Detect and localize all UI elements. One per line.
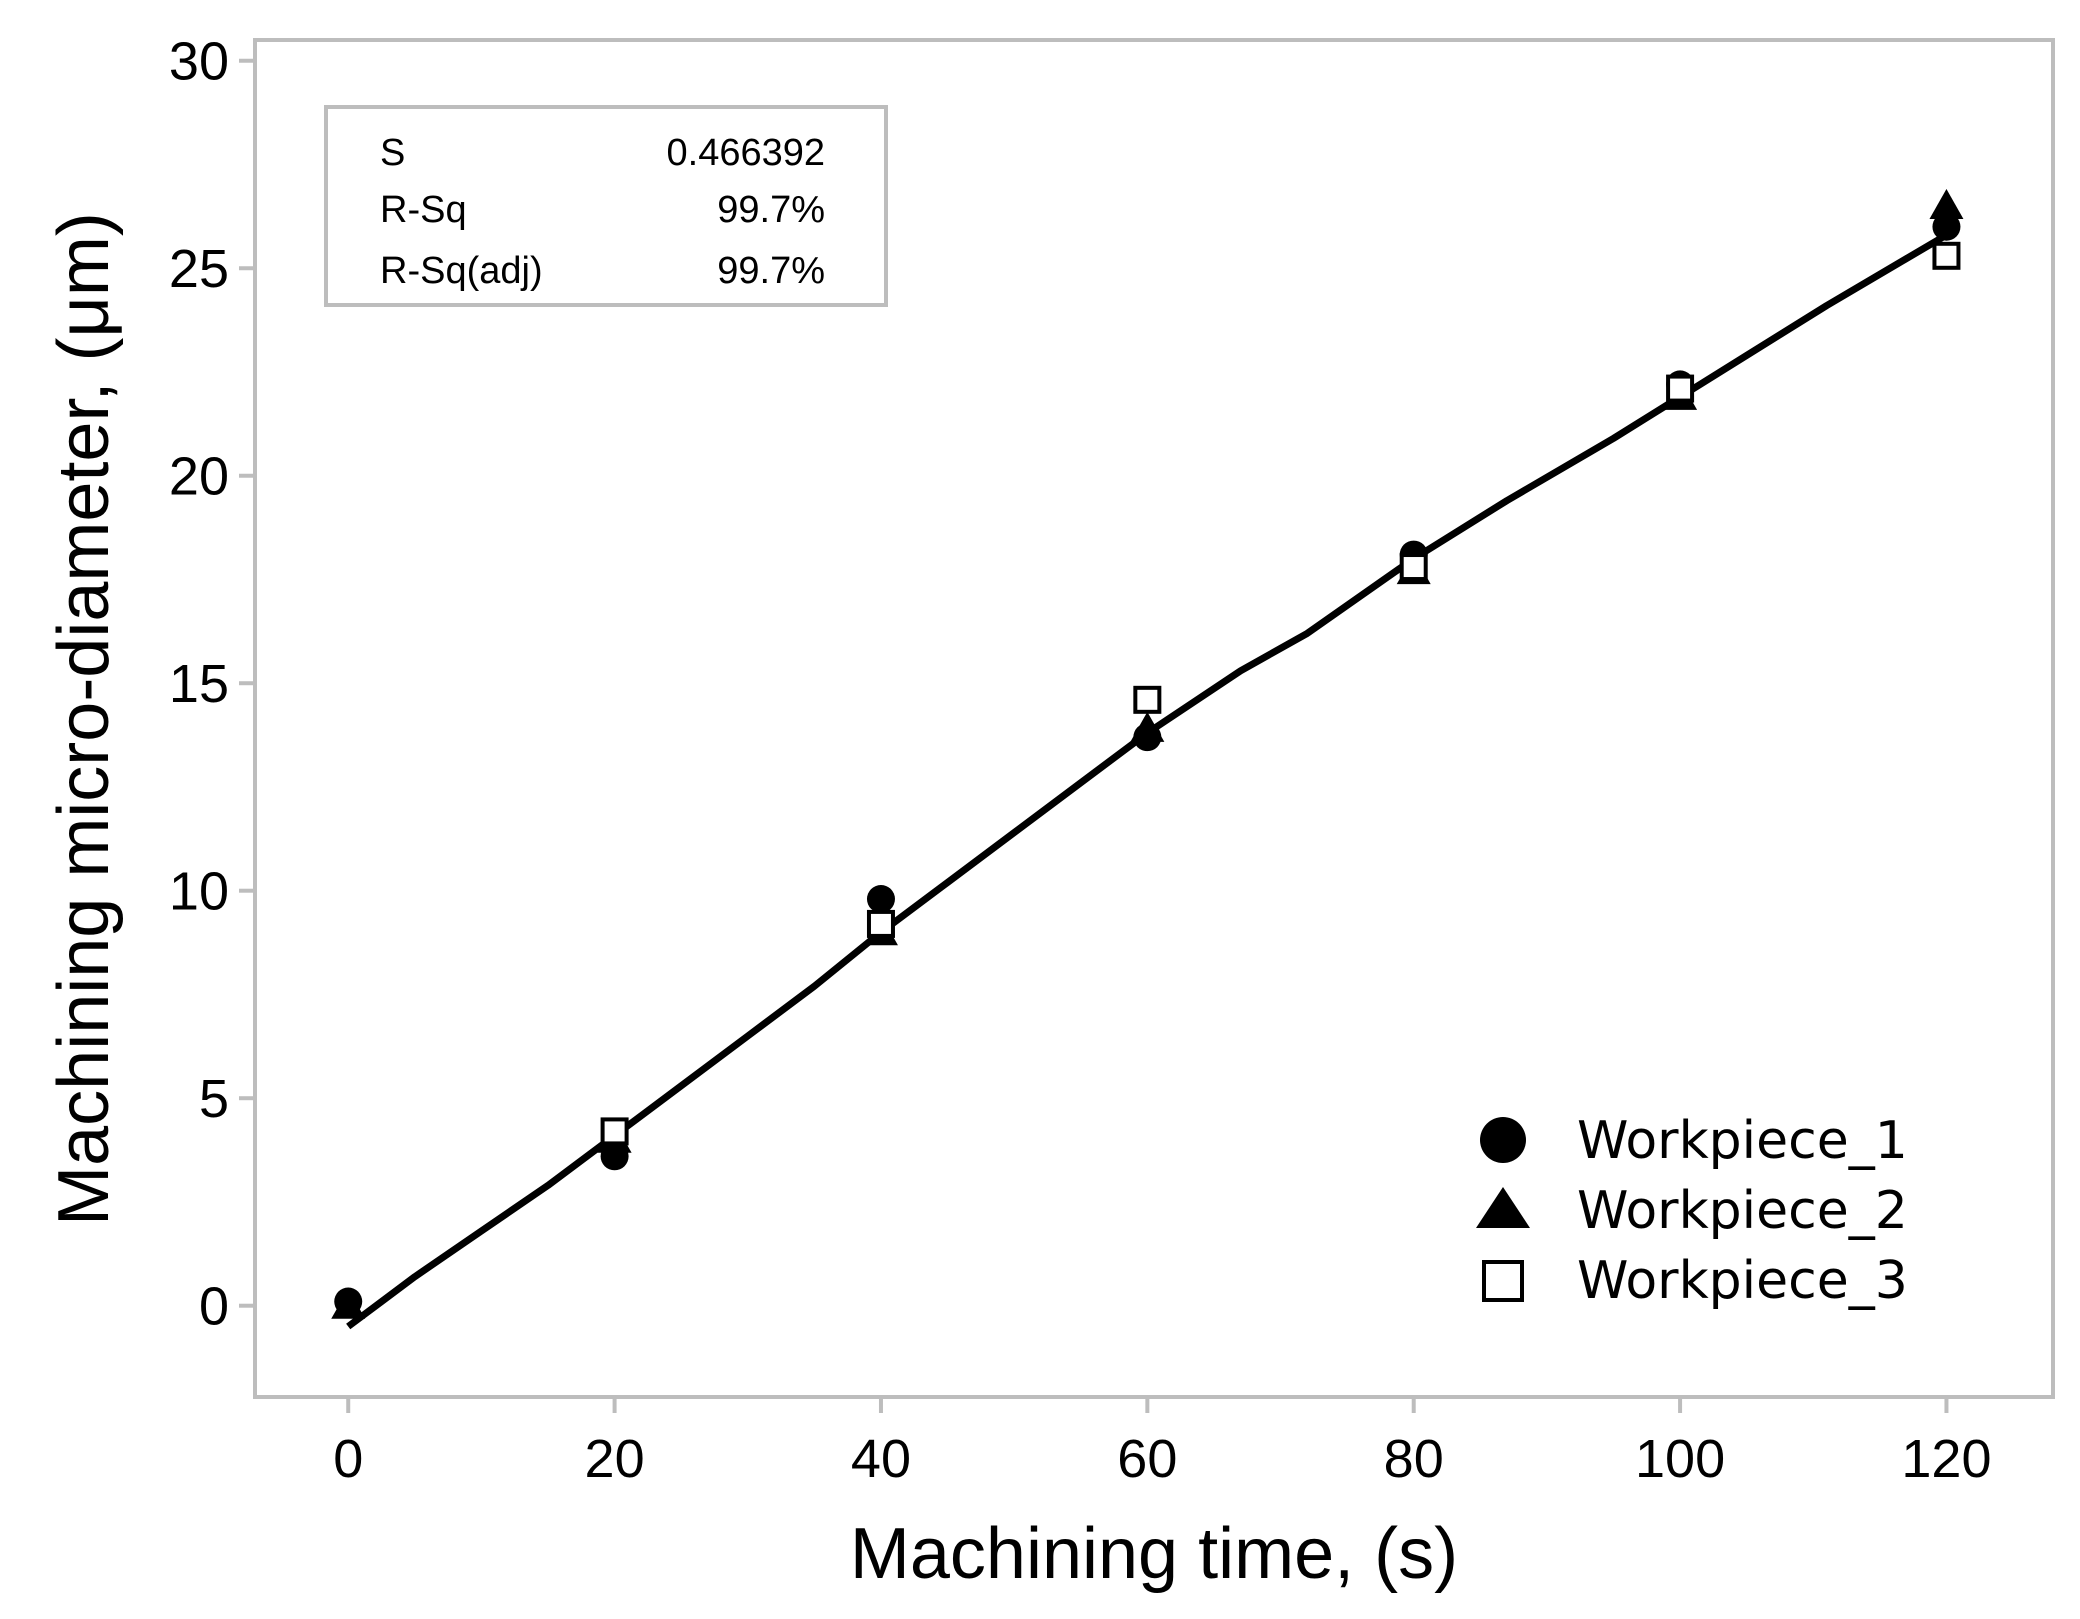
x-tick-label: 100 [1635, 1429, 1725, 1489]
plot-frame [253, 38, 2055, 1399]
x-axis-title: Machining time, (s) [850, 1514, 1458, 1594]
stats-box: S 0.466392 R-Sq 99.7% R-Sq(adj) 99.7% [324, 105, 888, 307]
x-axis: 0 20 40 60 80 100 120 [333, 1397, 1992, 1489]
y-axis-title: Machining micro-diameter, (μm) [44, 212, 124, 1226]
y-tick-label: 0 [199, 1277, 229, 1337]
stats-label-s: S [380, 132, 405, 174]
stats-value-rsq-adj: 99.7% [717, 250, 825, 292]
fit-line [346, 231, 1949, 1330]
y-tick-label: 20 [169, 447, 229, 507]
legend-label-workpiece-2: Workpiece_2 [1577, 1181, 1908, 1241]
legend-label-workpiece-3: Workpiece_3 [1577, 1251, 1908, 1311]
y-tick-label: 30 [169, 32, 229, 92]
point-workpiece-3 [600, 1117, 629, 1146]
x-tick-label: 80 [1384, 1429, 1444, 1489]
point-workpiece-3 [1133, 685, 1162, 714]
y-tick-label: 15 [169, 654, 229, 714]
stats-label-rsq: R-Sq [380, 189, 467, 231]
x-tick-label: 120 [1901, 1429, 1991, 1489]
stats-box-frame [324, 105, 888, 307]
y-tick-label: 5 [199, 1069, 229, 1129]
x-tick-label: 60 [1117, 1429, 1177, 1489]
legend-label-workpiece-1: Workpiece_1 [1577, 1111, 1908, 1171]
point-workpiece-1 [866, 885, 895, 914]
legend-marker-workpiece-3 [1482, 1260, 1524, 1302]
stats-label-rsq-adj: R-Sq(adj) [380, 250, 543, 292]
point-workpiece-3 [1932, 241, 1961, 270]
legend-marker-workpiece-2 [1476, 1187, 1530, 1228]
y-axis: 0 5 10 15 20 25 30 [169, 32, 255, 1337]
point-workpiece-2 [1130, 711, 1165, 742]
stats-value-rsq: 99.7% [717, 189, 825, 231]
point-workpiece-2 [331, 1288, 366, 1319]
point-workpiece-1 [1932, 212, 1961, 241]
point-workpiece-3 [1666, 374, 1695, 403]
x-tick-label: 0 [333, 1429, 363, 1489]
x-tick-label: 40 [851, 1429, 911, 1489]
legend: Workpiece_1 Workpiece_2 Workpiece_3 [1476, 1111, 1908, 1311]
x-tick-label: 20 [585, 1429, 645, 1489]
y-tick-label: 25 [169, 239, 229, 299]
legend-marker-workpiece-1 [1480, 1117, 1526, 1163]
y-tick-label: 10 [169, 862, 229, 922]
point-workpiece-2 [1929, 188, 1964, 219]
point-workpiece-3 [1399, 553, 1428, 582]
data-points-layer [331, 188, 1964, 1319]
stats-value-s: 0.466392 [667, 132, 826, 174]
fit-line-layer [346, 231, 1949, 1330]
point-workpiece-3 [866, 909, 895, 938]
